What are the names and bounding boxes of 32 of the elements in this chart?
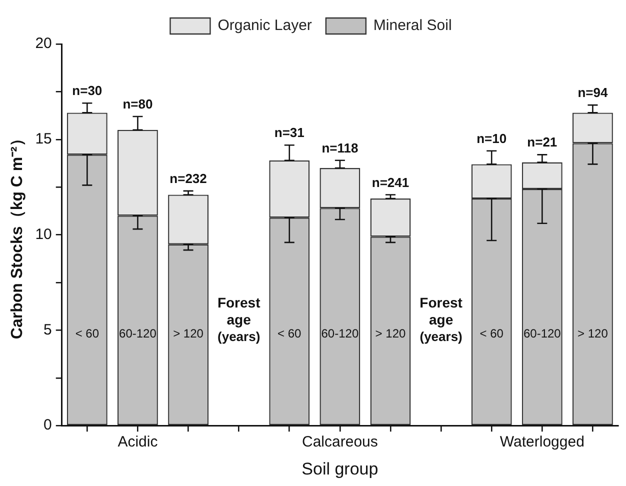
y-tick-label: 10 [35, 226, 52, 243]
x-tick-label: Calcareous [302, 434, 378, 451]
annotation: n=30 [72, 83, 102, 98]
annotation: Forest age (years) [217, 294, 261, 344]
legend-label: Mineral Soil [373, 17, 452, 34]
annotation: 60-120 [523, 326, 562, 340]
annotation: 60-120 [321, 326, 359, 340]
annotation: < 60 [278, 326, 302, 340]
annotation: > 120 [375, 326, 406, 340]
annotation: n=31 [274, 125, 304, 140]
legend-label: Organic Layer [218, 17, 312, 34]
annotation: n=232 [170, 170, 207, 186]
annotation: > 120 [578, 326, 608, 340]
annotation: n=21 [527, 134, 558, 150]
annotation: Forest age (years) [420, 294, 463, 344]
y-tick-label: 15 [35, 130, 52, 148]
y-tick-label: 0 [44, 416, 52, 434]
annotation: n=241 [372, 174, 410, 190]
x-axis-title: Soil group [302, 459, 378, 478]
annotation: 60-120 [119, 326, 157, 340]
x-tick-label: Acidic [118, 434, 158, 451]
x-tick-label: Waterlogged [500, 434, 584, 451]
annotation: n=10 [476, 130, 507, 146]
annotation: n=94 [578, 85, 608, 100]
y-tick-label: 5 [44, 321, 52, 338]
annotation: n=80 [122, 96, 153, 112]
annotation: > 120 [173, 326, 204, 340]
y-axis-title: Carbon Stocks（kg C m⁻²） [9, 130, 26, 340]
annotation: < 60 [480, 326, 504, 340]
annotation: n=118 [322, 140, 358, 156]
y-tick-label: 20 [35, 35, 52, 52]
annotation: < 60 [75, 326, 100, 340]
